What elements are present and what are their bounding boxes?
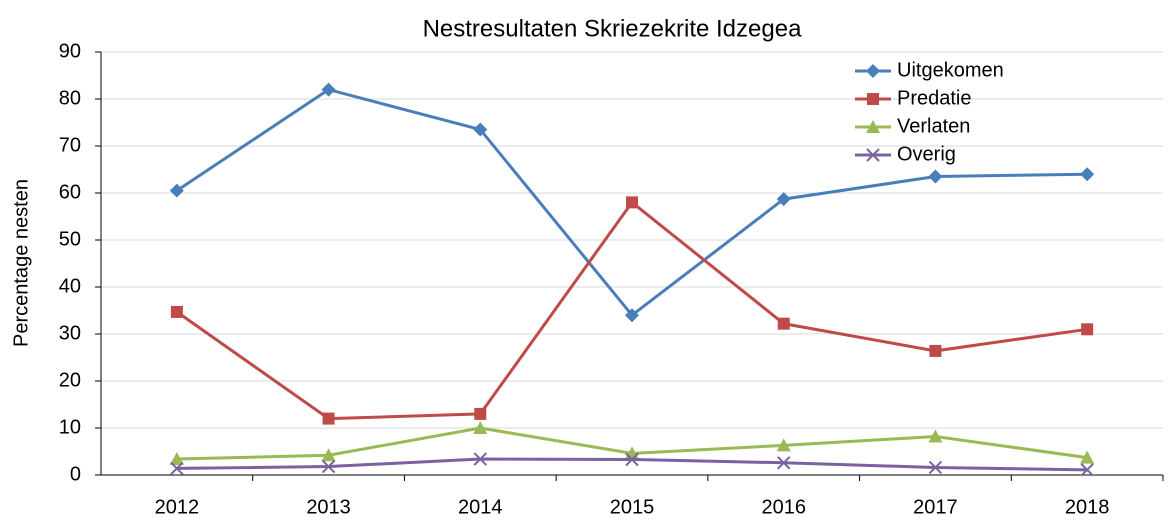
- legend-marker: [866, 120, 880, 133]
- data-point: [625, 308, 639, 323]
- data-point: [474, 407, 487, 420]
- legend-label: Predatie: [897, 87, 972, 109]
- y-tick-label: 60: [59, 181, 81, 203]
- x-tick-label: 2016: [761, 496, 806, 518]
- x-tick-label: 2015: [610, 496, 655, 518]
- y-tick-label: 50: [59, 228, 81, 250]
- y-tick-label: 40: [59, 275, 81, 297]
- data-point: [321, 82, 336, 97]
- legend-label: Verlaten: [897, 115, 970, 137]
- data-point: [1080, 450, 1095, 464]
- data-point: [776, 192, 791, 207]
- data-point: [777, 456, 791, 470]
- data-point: [1080, 167, 1095, 182]
- data-point: [169, 183, 184, 198]
- data-point: [473, 452, 487, 466]
- y-tick-label: 30: [59, 322, 81, 344]
- x-tick-label: 2014: [458, 496, 503, 518]
- legend-label: Uitgekomen: [897, 59, 1004, 81]
- data-point: [928, 460, 943, 475]
- data-point: [322, 412, 335, 425]
- x-tick-label: 2017: [913, 496, 958, 518]
- data-point: [928, 429, 943, 443]
- data-point: [321, 459, 336, 474]
- y-axis-label: Percentage nesten: [10, 179, 32, 347]
- data-point: [776, 438, 791, 452]
- legend-marker: [866, 64, 880, 78]
- data-point: [170, 305, 183, 318]
- chart-title: Nestresultaten Skriezekrite Idzegea: [423, 15, 803, 42]
- x-tick-label: 2012: [155, 496, 200, 518]
- legend-marker: [866, 148, 880, 162]
- data-point: [929, 344, 942, 357]
- y-tick-label: 70: [59, 134, 81, 156]
- data-point: [625, 452, 639, 467]
- y-tick-label: 20: [59, 369, 81, 391]
- x-tick-label: 2013: [306, 496, 351, 518]
- data-point: [1081, 323, 1094, 336]
- y-tick-label: 10: [59, 416, 81, 438]
- data-point: [1080, 463, 1094, 477]
- y-tick-label: 0: [70, 463, 81, 485]
- y-tick-label: 80: [59, 87, 81, 109]
- data-point: [473, 421, 488, 434]
- data-point: [777, 317, 790, 330]
- x-tick-label: 2018: [1065, 496, 1110, 518]
- data-point: [321, 448, 336, 462]
- data-point: [928, 169, 943, 184]
- data-point: [473, 122, 488, 137]
- data-point: [169, 452, 184, 466]
- data-point: [170, 461, 184, 476]
- legend-label: Overig: [897, 143, 956, 165]
- data-point: [626, 196, 638, 209]
- legend-marker: [867, 93, 879, 105]
- y-tick-label: 90: [59, 40, 81, 62]
